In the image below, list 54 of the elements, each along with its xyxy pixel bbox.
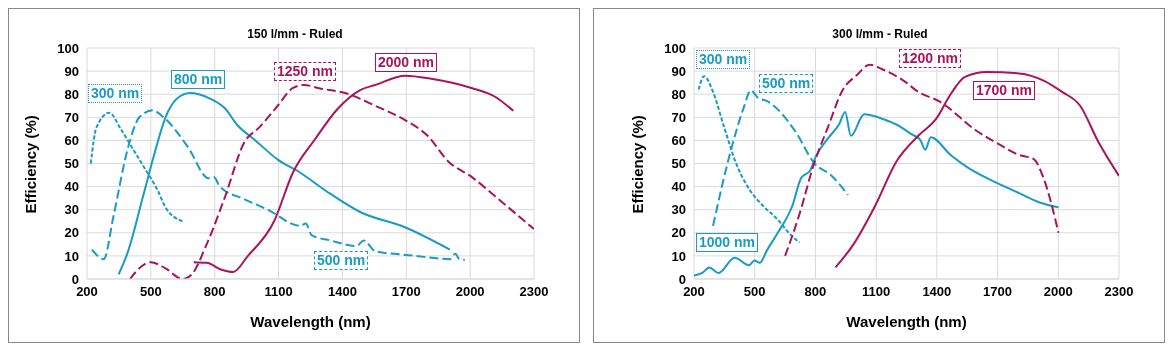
series-label: 800 nm	[171, 70, 226, 89]
y-tick-label: 90	[671, 63, 686, 79]
y-tick-label: 20	[64, 225, 79, 241]
y-tick-label: 70	[671, 109, 686, 125]
y-tick-label: 30	[671, 202, 686, 218]
x-tick-label: 2300	[1104, 284, 1134, 300]
series-label: 1200 nm	[899, 49, 962, 68]
x-tick-label: 1700	[983, 284, 1013, 300]
y-tick-label: 20	[671, 225, 686, 241]
y-tick-label: 10	[671, 248, 686, 264]
series-label: 1000 nm	[696, 233, 759, 252]
y-tick-label: 100	[57, 40, 79, 56]
y-tick-label: 50	[64, 156, 79, 172]
x-tick-label: 2000	[1043, 284, 1073, 300]
x-tick-label: 1100	[862, 284, 891, 300]
x-tick-label: 200	[76, 284, 98, 300]
x-tick-label: 1700	[391, 284, 421, 300]
series-label: 1700 nm	[973, 81, 1036, 100]
y-tick-label: 100	[664, 40, 686, 56]
y-axis-title: Efficiency (%)	[22, 115, 40, 214]
x-tick-label: 500	[743, 284, 766, 300]
series-label: 500 nm	[759, 74, 814, 93]
y-tick-label: 40	[671, 179, 686, 195]
y-tick-label: 80	[64, 86, 79, 102]
x-axis-title: Wavelength (nm)	[846, 313, 967, 330]
x-tick-label: 800	[804, 284, 827, 300]
x-tick-label: 1400	[327, 284, 357, 300]
x-tick-label: 2300	[519, 284, 549, 300]
y-tick-label: 70	[64, 109, 79, 125]
series-label: 300 nm	[88, 84, 143, 103]
series-label: 500 nm	[314, 251, 369, 270]
x-tick-label: 500	[140, 284, 162, 300]
y-tick-label: 60	[64, 133, 79, 149]
x-tick-label: 2000	[455, 284, 485, 300]
x-tick-label: 200	[683, 284, 705, 300]
x-tick-label: 1100	[264, 284, 293, 300]
y-tick-label: 80	[671, 86, 686, 102]
y-tick-label: 90	[64, 63, 79, 79]
y-tick-label: 60	[671, 133, 686, 149]
y-axis-title: Efficiency (%)	[629, 115, 647, 214]
x-axis-title: Wavelength (nm)	[250, 313, 371, 330]
x-tick-label: 1400	[922, 284, 952, 300]
chart-title: 150 l/mm - Ruled	[246, 27, 344, 41]
y-tick-label: 30	[64, 202, 79, 218]
series-label: 1250 nm	[274, 62, 337, 81]
y-tick-label: 50	[671, 156, 686, 172]
y-tick-label: 0	[71, 271, 79, 287]
x-tick-label: 800	[203, 284, 226, 300]
y-tick-label: 0	[678, 271, 686, 287]
series-label: 2000 nm	[375, 53, 438, 72]
y-tick-label: 10	[64, 248, 79, 264]
chart-title: 300 l/mm - Ruled	[831, 27, 929, 41]
y-tick-label: 40	[64, 179, 79, 195]
series-label: 300 nm	[696, 50, 751, 69]
